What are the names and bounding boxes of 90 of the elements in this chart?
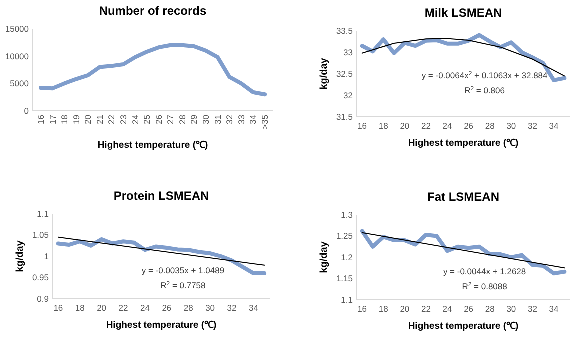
y-tick-label: 33 [344, 47, 354, 58]
y-tick-label: 5000 [10, 78, 30, 89]
x-tick-label: 25 [142, 114, 152, 124]
y-tick-label: 31.5 [336, 112, 354, 122]
x-tick-label: 16 [358, 121, 368, 131]
y-tick-label: 1.1 [341, 294, 354, 305]
x-tick-label: 30 [201, 114, 212, 124]
line-series [56, 238, 267, 276]
x-tick-label: 26 [162, 303, 172, 313]
x-axis-title: Highest temperature (℃) [408, 138, 519, 149]
x-tick-label: 34 [549, 121, 560, 131]
y-tick-label: 10000 [5, 51, 30, 62]
x-axis-title: Highest temperature (℃) [408, 321, 519, 332]
y-tick-label: 1.1 [37, 208, 50, 219]
x-tick-label: 17 [48, 114, 58, 124]
y-tick-label: 1 [44, 251, 50, 262]
y-tick-label: 1.15 [336, 274, 354, 284]
annotation: y = -0.0035x + 1.0489 [142, 266, 225, 276]
x-tick-label: 27 [166, 114, 176, 124]
x-tick-label: 32 [528, 304, 538, 314]
y-tick-label: 1.05 [32, 230, 50, 240]
x-tick-label: 20 [97, 303, 107, 313]
x-tick-label: 30 [506, 304, 516, 314]
x-tick-label: 33 [236, 114, 246, 124]
x-tick-label: 32 [227, 303, 238, 313]
y-tick-label: 0.9 [37, 294, 50, 304]
x-tick-label: 21 [94, 114, 105, 124]
x-tick-label: 28 [184, 303, 194, 313]
x-tick-label: 20 [400, 304, 410, 314]
chart-title: Protein LSMEAN [114, 189, 210, 203]
x-tick-label: 16 [54, 303, 64, 313]
annotation: y = -0.0044x + 1.2628 [443, 266, 526, 276]
x-tick-label: 16 [36, 114, 46, 124]
x-tick-label: 22 [118, 303, 129, 313]
y-tick-label: 33.5 [336, 26, 354, 36]
x-tick-label: 24 [130, 114, 140, 124]
x-tick-label: 24 [442, 121, 453, 131]
x-tick-label: 34 [248, 303, 259, 313]
y-tick-label: 0 [24, 106, 30, 116]
y-tick-label: 15000 [5, 24, 30, 34]
x-tick-label: 18 [378, 121, 389, 131]
x-tick-label: 20 [400, 121, 410, 131]
x-tick-label: 22 [421, 304, 432, 314]
y-tick-label: 1.25 [336, 231, 354, 242]
x-axis-title: Highest temperature (℃) [98, 140, 208, 151]
x-tick-label: 24 [442, 304, 453, 314]
annotation: R$^{2}$ = 0.806 [464, 85, 506, 96]
line-series [360, 33, 567, 82]
x-tick-label: 19 [71, 114, 82, 124]
y-tick-label: 32 [344, 90, 354, 100]
y-axis-title: kg/day [319, 241, 330, 274]
x-tick-label: 22 [106, 114, 117, 124]
x-tick-label: 29 [189, 114, 200, 124]
annotation: y = -0.0064x$^{2}$ + 0.1063x + 32.884 [422, 70, 548, 80]
x-tick-label: 34 [248, 114, 258, 124]
x-tick-label: 30 [506, 121, 516, 131]
x-tick-label: 32 [528, 121, 538, 131]
x-tick-label: 20 [83, 114, 94, 124]
x-tick-label: 23 [118, 114, 128, 124]
y-axis-title: kg/day [319, 58, 330, 90]
x-tick-label: 24 [140, 303, 150, 313]
x-tick-label: 18 [378, 304, 389, 314]
x-tick-label: 30 [206, 303, 216, 313]
line-series [360, 229, 567, 276]
y-tick-label: 1.2 [341, 252, 354, 262]
chart-title: Fat LSMEAN [428, 190, 500, 204]
y-axis-title: kg/day [15, 240, 26, 272]
x-tick-label: 16 [358, 304, 368, 314]
x-tick-label: 34 [549, 304, 560, 314]
x-tick-label: 18 [60, 114, 70, 124]
chart-title: Milk LSMEAN [424, 6, 502, 20]
y-tick-label: 0.95 [32, 272, 50, 283]
x-tick-label: 28 [485, 121, 496, 131]
x-tick-label: 31 [212, 114, 223, 124]
x-tick-label: 26 [464, 121, 474, 131]
x-tick-label: 26 [464, 304, 474, 314]
x-axis-title: Highest temperature (℃) [106, 320, 217, 331]
annotation: R$^{2}$ = 0.7758 [160, 280, 206, 290]
line-series [39, 43, 267, 97]
x-tick-label: 28 [485, 304, 496, 314]
annotation: R$^{2}$ = 0.8088 [462, 282, 508, 292]
chart-title: Number of records [99, 4, 207, 18]
y-tick-label: 1.3 [341, 210, 354, 220]
x-tick-label: 18 [75, 303, 86, 313]
x-tick-label: >35 [260, 114, 270, 130]
x-tick-label: 22 [421, 121, 432, 131]
y-tick-label: 32.5 [336, 68, 354, 79]
x-tick-label: 32 [224, 114, 235, 124]
x-tick-label: 26 [154, 114, 164, 124]
x-tick-label: 28 [177, 114, 188, 124]
